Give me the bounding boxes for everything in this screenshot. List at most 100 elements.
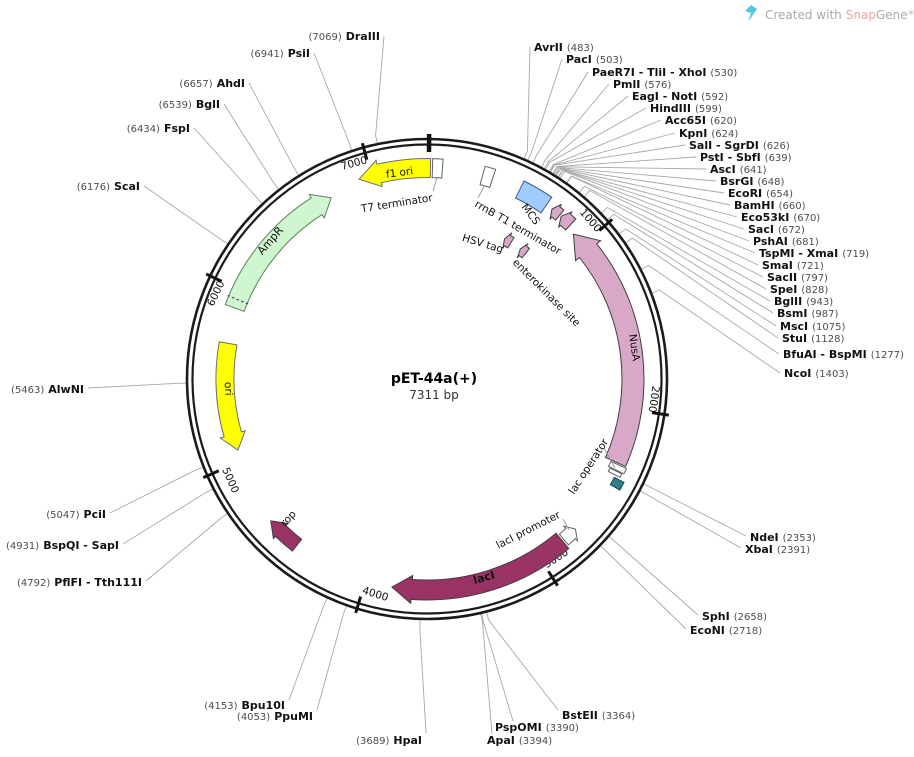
site-label-PmlI[interactable]: PmlI (576) — [613, 78, 671, 91]
feature-f1-ori[interactable] — [358, 157, 432, 188]
site-label-TspMI-XmaI[interactable]: TspMI - XmaI (719) — [759, 247, 869, 260]
site-label-SacII[interactable]: SacII (797) — [767, 271, 828, 284]
site-label-BglI[interactable]: (6539) BglI — [159, 98, 220, 111]
site-callout-PflFI-Tth111I — [145, 513, 228, 582]
site-label-SalI-SgrDI[interactable]: SalI - SgrDI (626) — [689, 139, 790, 152]
site-label-StuI[interactable]: StuI (1128) — [782, 332, 844, 345]
feature-label-f1-ori[interactable]: f1 ori — [385, 165, 414, 181]
site-label-KpnI[interactable]: KpnI (624) — [679, 127, 738, 140]
feature-nusa-tail-box-2[interactable] — [607, 467, 623, 478]
feature-connector-1 — [477, 186, 485, 199]
site-label-SmaI[interactable]: SmaI (721) — [762, 259, 824, 272]
site-label-BamHI[interactable]: BamHI (660) — [734, 199, 806, 212]
plasmid-name: pET-44a(+) — [391, 371, 477, 387]
feature-label-laci[interactable]: lacI — [472, 568, 497, 587]
site-label-EcoRI[interactable]: EcoRI (654) — [728, 187, 793, 200]
feature-label-ori[interactable]: ori — [222, 382, 235, 396]
site-label-XbaI[interactable]: XbaI (2391) — [745, 543, 810, 556]
site-label-ScaI[interactable]: (6176) ScaI — [77, 180, 140, 193]
site-label-Eco53kI[interactable]: Eco53kI (670) — [741, 211, 820, 224]
tick-5000 — [202, 469, 220, 479]
site-label-BsmI[interactable]: BsmI (987) — [777, 307, 838, 320]
site-label-DraIII[interactable]: (7069) DraIII — [308, 30, 380, 43]
feature-enterokinase-site[interactable] — [516, 243, 531, 259]
site-callout-SacII — [579, 185, 764, 278]
feature-tag-arrow-2[interactable] — [558, 211, 577, 231]
site-label-PsiI[interactable]: (6941) PsiI — [250, 47, 310, 60]
site-callout-BglII — [601, 206, 771, 302]
snapgene-logo-icon — [745, 5, 757, 22]
feature-mcs[interactable] — [514, 180, 553, 214]
site-label-ApaI[interactable]: ApaI (3394) — [487, 734, 552, 747]
feature-connector-2 — [603, 447, 616, 469]
site-callout-BsrGI — [554, 167, 717, 182]
tick-6000 — [205, 272, 223, 283]
site-label-BspQI-SapI[interactable]: (4931) BspQI - SapI — [6, 539, 119, 552]
site-label-PaeR7I-TliI-XhoI[interactable]: PaeR7I - TliI - XhoI (530) — [592, 66, 737, 79]
feature-rop[interactable] — [270, 520, 303, 552]
site-label-SpeI[interactable]: SpeI (828) — [770, 283, 828, 296]
feature-laci-promoter[interactable] — [558, 525, 579, 546]
site-callout-SacI — [558, 169, 745, 230]
site-label-BstEII[interactable]: BstEII (3364) — [562, 709, 635, 722]
feature-rrnb-t1-terminator[interactable] — [479, 165, 497, 189]
site-label-NcoI[interactable]: NcoI (1403) — [784, 367, 849, 380]
site-label-EcoNI[interactable]: EcoNI (2718) — [690, 624, 762, 637]
site-callout-SpeI — [584, 189, 767, 290]
site-label-Bpu10I[interactable]: (4153) Bpu10I — [204, 699, 285, 712]
site-label-HpaI[interactable]: (3689) HpaI — [356, 734, 422, 747]
site-label-AvrII[interactable]: AvrII (483) — [534, 41, 594, 54]
feature-hsv-tag[interactable] — [502, 232, 515, 249]
site-label-Acc65I[interactable]: Acc65I (620) — [665, 114, 737, 127]
site-label-NdeI[interactable]: NdeI (2353) — [750, 531, 816, 544]
site-label-PshAI[interactable]: PshAI (681) — [753, 235, 819, 248]
plasmid-size: 7311 bp — [409, 388, 459, 402]
tick-label-2000: 2000 — [646, 385, 662, 413]
site-label-MscI[interactable]: MscI (1075) — [780, 320, 845, 333]
site-callout-AlwNI — [87, 382, 187, 389]
site-callout-HpaI — [419, 619, 427, 734]
feature-connector-0 — [432, 177, 438, 192]
feature-laci[interactable] — [391, 532, 570, 605]
site-callout-AhdI — [248, 82, 299, 176]
site-label-BsrGI[interactable]: BsrGI (648) — [720, 175, 784, 188]
site-label-PciI[interactable]: (5047) PciI — [46, 508, 106, 521]
site-callout-SphI — [608, 536, 699, 616]
tick-3000 — [547, 570, 559, 587]
feature-ampr[interactable] — [224, 193, 332, 313]
site-callout-StuI — [625, 237, 779, 339]
site-label-SacI[interactable]: SacI (672) — [748, 223, 805, 236]
site-label-FspI[interactable]: (6434) FspI — [127, 122, 190, 135]
site-label-AlwNI[interactable]: (5463) AlwNI — [11, 383, 84, 396]
site-label-HindIII[interactable]: HindIII (599) — [650, 102, 722, 115]
site-callout-MscI — [619, 228, 777, 327]
feature-t7-terminator[interactable] — [431, 158, 444, 179]
site-label-AscI[interactable]: AscI (641) — [710, 163, 767, 176]
site-label-PspOMI[interactable]: PspOMI (3390) — [495, 721, 579, 734]
feature-label-nusa[interactable]: NusA — [626, 333, 642, 362]
watermark-text: Created with SnapGene® — [765, 8, 914, 22]
site-callout-EagI-NotI — [544, 95, 629, 169]
site-label-PacI[interactable]: PacI (503) — [566, 53, 623, 66]
site-label-BfuAI-BspMI[interactable]: BfuAI - BspMI (1277) — [783, 348, 904, 361]
site-callout-PmlI — [541, 83, 610, 168]
site-label-EagI-NotI[interactable]: EagI - NotI (592) — [632, 90, 728, 103]
feature-nusa[interactable] — [572, 233, 645, 468]
watermark: Created with SnapGene® — [745, 5, 914, 22]
site-callout-BglI — [223, 103, 279, 190]
site-callout-ApaI — [480, 613, 493, 735]
tick-4000 — [354, 596, 363, 614]
site-callout-DraIII — [375, 35, 385, 144]
feature-connector-3 — [562, 518, 570, 531]
site-label-SphI[interactable]: SphI (2658) — [702, 610, 767, 623]
site-label-AhdI[interactable]: (6657) AhdI — [179, 77, 245, 90]
site-label-PflFI-Tth111I[interactable]: (4792) PflFI - Tth111I — [17, 576, 142, 589]
feature-ori[interactable] — [215, 341, 247, 451]
site-label-PpuMI[interactable]: (4053) PpuMI — [237, 710, 313, 723]
feature-lac-operator[interactable] — [609, 476, 625, 491]
feature-tag-arrow-1[interactable] — [549, 203, 565, 221]
site-label-PstI-SbfI[interactable]: PstI - SbfI (639) — [700, 151, 792, 164]
site-label-BglII[interactable]: BglII (943) — [774, 295, 833, 308]
site-callout-PaeR7I-TliI-XhoI — [532, 71, 589, 163]
